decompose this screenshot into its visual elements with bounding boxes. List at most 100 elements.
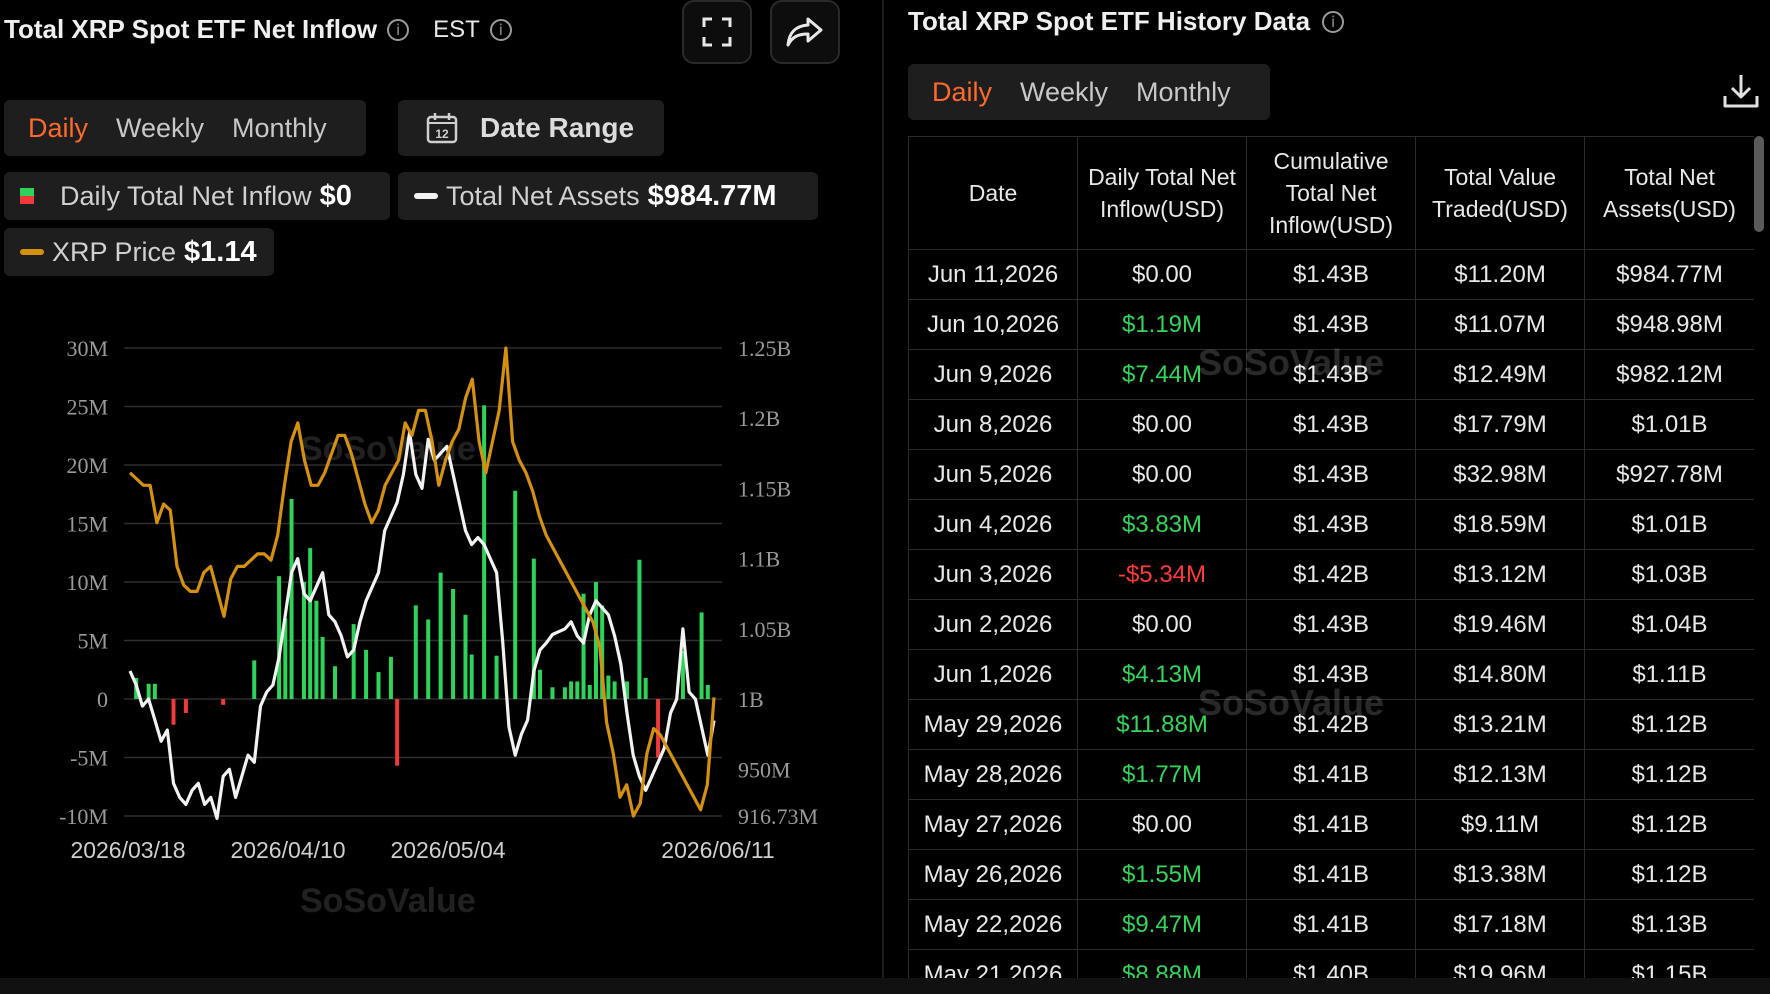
legend-inflow-value: $0 — [319, 179, 352, 212]
cell-daily-inflow: $4.13M — [1077, 649, 1247, 700]
cell-value-traded: $17.79M — [1415, 399, 1585, 450]
cell-cumulative-inflow: $1.41B — [1246, 799, 1416, 850]
cell-net-assets: $1.04B — [1584, 599, 1754, 650]
y-left-tick-label: 25M — [66, 395, 108, 420]
share-button[interactable] — [770, 0, 840, 64]
inflow-bar — [562, 687, 567, 699]
chart-title: Total XRP Spot ETF Net Inflow — [4, 14, 378, 44]
inflow-bar — [171, 699, 176, 725]
inflow-bar — [308, 548, 313, 699]
inflow-bar — [513, 490, 518, 699]
history-tab-monthly[interactable]: Monthly — [1136, 76, 1231, 107]
y-left-tick-label: 10M — [66, 570, 108, 595]
legend-price-label: XRP Price — [52, 236, 177, 267]
cell-cumulative-inflow: $1.42B — [1246, 549, 1416, 600]
cell-net-assets: $1.03B — [1584, 549, 1754, 600]
cell-value-traded: $14.80M — [1415, 649, 1585, 700]
inflow-chart[interactable]: 30M 25M 20M 15M 10M 5M 0 -5M -10M 1.25B 1.2B 1.15B 1… — [0, 300, 880, 980]
cell-date: Jun 2,2026 — [908, 599, 1078, 650]
inflow-bar — [469, 654, 474, 699]
history-info-icon[interactable]: i — [1322, 10, 1345, 33]
legend-assets[interactable]: Total Net Assets $984.77M — [398, 172, 818, 220]
date-range-label: Date Range — [480, 112, 635, 143]
table-row[interactable]: May 29,2026 $11.88M $1.42B $13.21M $1.12B — [908, 699, 1754, 750]
inflow-bar — [252, 660, 257, 699]
fullscreen-icon — [702, 17, 732, 47]
chart-period-tabs: Daily Weekly Monthly — [4, 100, 366, 156]
column-header-value-traded[interactable]: Total Value Traded(USD) — [1415, 136, 1585, 250]
table-row[interactable]: Jun 1,2026 $4.13M $1.43B $14.80M $1.11B — [908, 649, 1754, 700]
table-row[interactable]: Jun 8,2026 $0.00 $1.43B $17.79M $1.01B — [908, 399, 1754, 450]
table-row[interactable]: May 27,2026 $0.00 $1.41B $9.11M $1.12B — [908, 799, 1754, 850]
inflow-bar — [593, 582, 598, 699]
table-row[interactable]: May 28,2026 $1.77M $1.41B $12.13M $1.12B — [908, 749, 1754, 800]
cell-date: Jun 1,2026 — [908, 649, 1078, 700]
download-button[interactable] — [1722, 72, 1760, 115]
cell-cumulative-inflow: $1.43B — [1246, 649, 1416, 700]
tab-weekly[interactable]: Weekly — [116, 112, 205, 143]
cell-net-assets: $1.01B — [1584, 499, 1754, 550]
info-icon[interactable]: i — [387, 18, 410, 41]
column-header-cumulative-inflow[interactable]: Cumulative Total Net Inflow(USD) — [1246, 136, 1416, 250]
y-left-tick-label: 0 — [97, 687, 108, 712]
table-scrollbar[interactable] — [1754, 136, 1764, 232]
date-range-button[interactable]: 12 Date Range — [398, 100, 664, 156]
calendar-day: 12 — [435, 127, 449, 141]
tab-daily[interactable]: Daily — [28, 112, 89, 143]
table-row[interactable]: May 21,2026 $8.88M $1.40B $19.96M $1.15B — [908, 949, 1754, 978]
table-row[interactable]: May 22,2026 $9.47M $1.41B $17.18M $1.13B — [908, 899, 1754, 950]
legend-inflow[interactable]: Daily Total Net Inflow $0 — [4, 172, 390, 220]
cell-daily-inflow: $7.44M — [1077, 349, 1247, 400]
cell-cumulative-inflow: $1.42B — [1246, 699, 1416, 750]
cell-cumulative-inflow: $1.43B — [1246, 299, 1416, 350]
cell-date: May 29,2026 — [908, 699, 1078, 750]
inflow-bar — [680, 651, 685, 699]
cell-value-traded: $32.98M — [1415, 449, 1585, 500]
cell-cumulative-inflow: $1.43B — [1246, 399, 1416, 450]
table-row[interactable]: Jun 5,2026 $0.00 $1.43B $32.98M $927.78M — [908, 449, 1754, 500]
cell-net-assets: $1.12B — [1584, 749, 1754, 800]
column-header-net-assets[interactable]: Total Net Assets(USD) — [1584, 136, 1754, 250]
table-row[interactable]: Jun 9,2026 $7.44M $1.43B $12.49M $982.12M — [908, 349, 1754, 400]
cell-daily-inflow: $0.00 — [1077, 449, 1247, 500]
table-row[interactable]: Jun 2,2026 $0.00 $1.43B $19.46M $1.04B — [908, 599, 1754, 650]
cell-daily-inflow: $0.00 — [1077, 599, 1247, 650]
inflow-bar — [531, 558, 536, 699]
cell-cumulative-inflow: $1.41B — [1246, 899, 1416, 950]
cell-date: Jun 4,2026 — [908, 499, 1078, 550]
inflow-bar — [538, 669, 543, 699]
chart-header: Total XRP Spot ETF Net Inflow i EST i — [4, 14, 512, 45]
cell-cumulative-inflow: $1.43B — [1246, 249, 1416, 300]
assets-line-swatch-icon — [414, 193, 438, 199]
history-tab-weekly[interactable]: Weekly — [1020, 76, 1109, 107]
timezone-info-icon[interactable]: i — [489, 18, 512, 41]
history-period-tabs: Daily Weekly Monthly — [908, 64, 1270, 120]
table-row[interactable]: Jun 3,2026 -$5.34M $1.42B $13.12M $1.03B — [908, 549, 1754, 600]
cell-date: Jun 5,2026 — [908, 449, 1078, 500]
cell-cumulative-inflow: $1.43B — [1246, 499, 1416, 550]
cell-daily-inflow: $3.83M — [1077, 499, 1247, 550]
y-left-tick-label: 15M — [66, 512, 108, 537]
table-row[interactable]: Jun 4,2026 $3.83M $1.43B $18.59M $1.01B — [908, 499, 1754, 550]
fullscreen-button[interactable] — [682, 0, 752, 64]
y-right-tick-label: 916.73M — [738, 804, 818, 829]
inflow-bar — [301, 582, 306, 699]
column-header-date[interactable]: Date — [908, 136, 1078, 250]
inflow-bar — [395, 699, 400, 766]
tab-monthly[interactable]: Monthly — [232, 112, 327, 143]
cell-cumulative-inflow: $1.41B — [1246, 749, 1416, 800]
x-tick-label: 2026/06/11 — [661, 837, 774, 863]
history-tab-daily[interactable]: Daily — [932, 76, 993, 107]
legend-price[interactable]: XRP Price $1.14 — [4, 228, 274, 276]
table-row[interactable]: May 26,2026 $1.55M $1.41B $13.38M $1.12B — [908, 849, 1754, 900]
cell-value-traded: $19.46M — [1415, 599, 1585, 650]
price-line — [128, 346, 716, 818]
panel-divider — [882, 0, 884, 994]
table-row[interactable]: Jun 10,2026 $1.19M $1.43B $11.07M $948.98M — [908, 299, 1754, 350]
share-icon — [786, 17, 823, 47]
cell-value-traded: $18.59M — [1415, 499, 1585, 550]
inflow-bar — [637, 559, 642, 699]
column-header-daily-inflow[interactable]: Daily Total Net Inflow(USD) — [1077, 136, 1247, 250]
history-table-container[interactable]: Date Daily Total Net Inflow(USD) Cumulat… — [908, 136, 1754, 978]
table-row[interactable]: Jun 11,2026 $0.00 $1.43B $11.20M $984.77M — [908, 249, 1754, 300]
